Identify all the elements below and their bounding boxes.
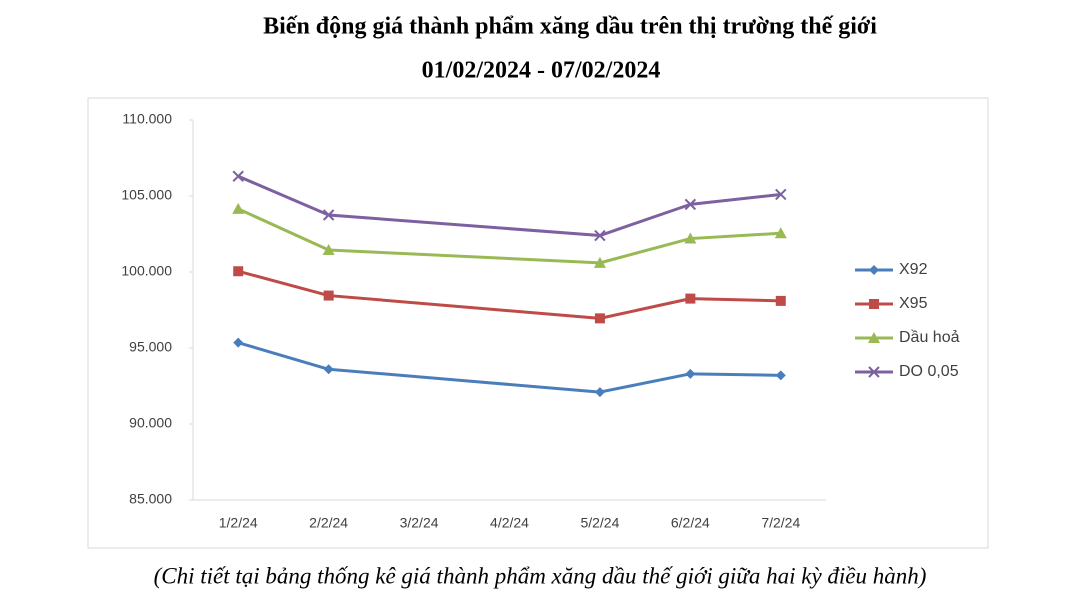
point xyxy=(594,313,605,324)
point xyxy=(685,368,696,379)
point xyxy=(593,256,606,268)
point xyxy=(323,364,334,375)
point xyxy=(685,293,696,304)
point xyxy=(233,266,244,277)
x-tick-label: 7/2/24 xyxy=(761,515,800,531)
series-line xyxy=(237,341,781,394)
point xyxy=(233,337,244,348)
series-line xyxy=(237,207,781,265)
legend-marker xyxy=(868,332,880,343)
point xyxy=(775,295,786,306)
x-tick-label: 3/2/24 xyxy=(400,515,439,531)
point xyxy=(232,170,244,182)
point xyxy=(594,229,606,242)
point xyxy=(774,227,787,239)
y-tick-label: 95.000 xyxy=(129,339,172,355)
series-line xyxy=(237,269,781,320)
y-tick-label: 85.000 xyxy=(129,491,172,507)
legend-marker xyxy=(869,265,879,275)
point xyxy=(775,188,787,201)
point xyxy=(232,202,245,214)
point xyxy=(775,370,786,381)
y-tick-label: 105.000 xyxy=(121,187,172,203)
point xyxy=(323,290,334,301)
point xyxy=(322,209,335,221)
chart-title: Biến động giá thành phẩm xăng dầu trên t… xyxy=(263,14,877,40)
y-tick-label: 110.000 xyxy=(122,111,172,127)
point xyxy=(322,243,335,255)
legend-marker xyxy=(868,366,880,378)
legend-label: DO 0,05 xyxy=(899,363,959,380)
legend-label: X92 xyxy=(899,261,928,278)
legend-marker xyxy=(869,299,879,309)
legend-label: X95 xyxy=(899,295,928,312)
point xyxy=(684,232,697,244)
y-tick-label: 90.000 xyxy=(129,415,172,431)
chart-subtitle: 01/02/2024 - 07/02/2024 xyxy=(422,58,661,84)
legend-label: Dầu hoả xyxy=(899,329,960,346)
x-tick-label: 2/2/24 xyxy=(309,515,348,531)
x-tick-label: 4/2/24 xyxy=(490,515,529,531)
series-line xyxy=(237,174,781,238)
plot-frame xyxy=(87,97,989,549)
x-tick-label: 1/2/24 xyxy=(219,515,258,531)
point xyxy=(594,387,605,398)
y-tick-label: 100.000 xyxy=(121,263,172,279)
footnote: (Chi tiết tại bảng thống kê giá thành ph… xyxy=(154,563,927,588)
point xyxy=(684,198,697,211)
x-tick-label: 6/2/24 xyxy=(671,515,710,531)
x-tick-label: 5/2/24 xyxy=(580,515,619,531)
